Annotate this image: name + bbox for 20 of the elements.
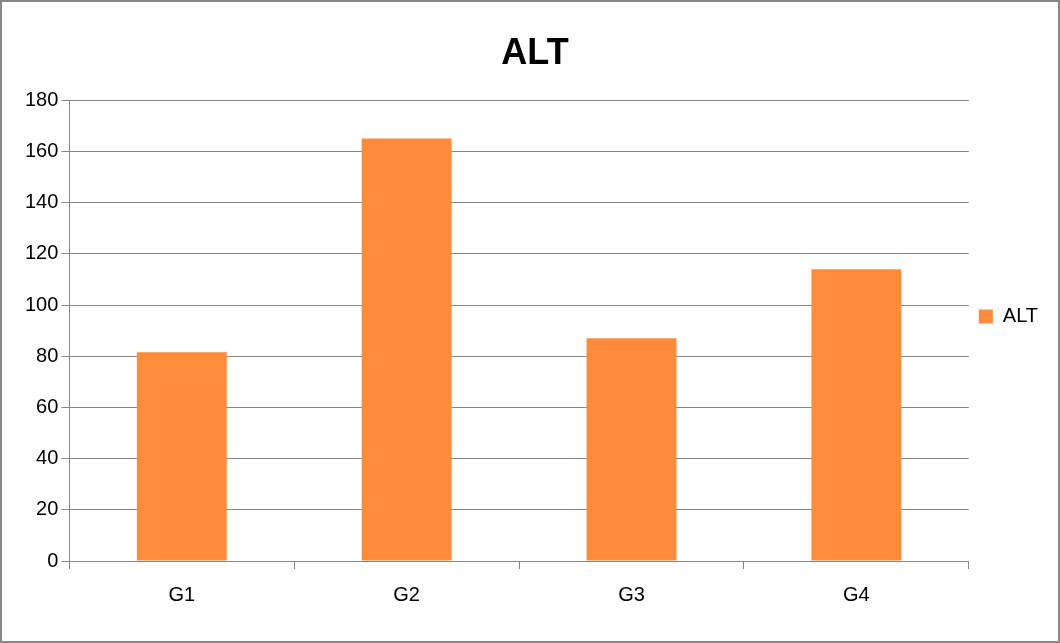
x-tick-label: G2 bbox=[393, 582, 420, 605]
bar bbox=[586, 338, 677, 561]
chart-title: ALT bbox=[501, 30, 569, 72]
x-tick-label: G1 bbox=[168, 582, 196, 605]
y-tick-label: 180 bbox=[24, 87, 59, 110]
y-tick-label: 80 bbox=[36, 343, 59, 366]
bar bbox=[811, 269, 902, 561]
y-tick-label: 60 bbox=[36, 394, 59, 417]
x-tick-label: G3 bbox=[618, 582, 645, 605]
y-tick-label: 100 bbox=[24, 292, 59, 315]
y-tick-label: 0 bbox=[47, 548, 59, 571]
legend-label: ALT bbox=[1002, 304, 1039, 327]
bar bbox=[361, 138, 452, 561]
y-tick-label: 120 bbox=[24, 241, 59, 264]
bar bbox=[136, 352, 227, 561]
y-tick-label: 160 bbox=[24, 138, 59, 161]
x-tick-label: G4 bbox=[843, 582, 870, 605]
y-tick-label: 40 bbox=[36, 446, 59, 469]
y-tick-label: 140 bbox=[24, 190, 59, 213]
y-tick-label: 20 bbox=[36, 497, 59, 520]
